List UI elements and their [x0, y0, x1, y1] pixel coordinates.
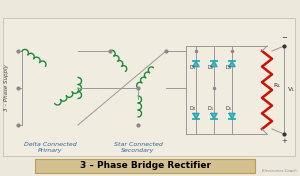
Polygon shape [229, 113, 235, 119]
Text: Electronics Coach: Electronics Coach [262, 169, 297, 173]
Polygon shape [211, 113, 217, 119]
Text: −: − [281, 35, 287, 41]
Text: D$_5$: D$_5$ [207, 104, 215, 113]
Text: D$_4$: D$_4$ [189, 104, 197, 113]
Text: 3 – Phase Supply: 3 – Phase Supply [4, 65, 10, 111]
Polygon shape [193, 113, 199, 119]
Text: +: + [281, 138, 287, 144]
Polygon shape [229, 61, 235, 67]
FancyBboxPatch shape [3, 18, 295, 156]
Polygon shape [211, 61, 217, 67]
FancyBboxPatch shape [35, 159, 255, 173]
Text: V$_L$: V$_L$ [287, 86, 296, 95]
Text: 3 – Phase Bridge Rectifier: 3 – Phase Bridge Rectifier [80, 162, 211, 171]
Text: D$_2$: D$_2$ [207, 63, 214, 72]
Text: R$_L$: R$_L$ [273, 81, 282, 90]
Polygon shape [193, 61, 199, 67]
Text: D$_3$: D$_3$ [225, 63, 233, 72]
Text: D$_6$: D$_6$ [225, 104, 233, 113]
Text: D$_1$: D$_1$ [189, 63, 197, 72]
Text: Delta Connected
Primary: Delta Connected Primary [24, 142, 76, 153]
Text: Star Connected
Secondary: Star Connected Secondary [114, 142, 162, 153]
